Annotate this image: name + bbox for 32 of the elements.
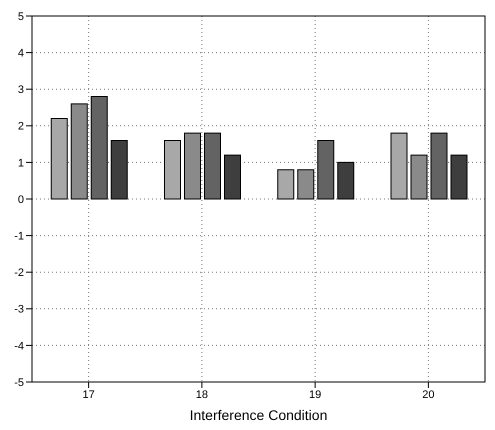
bar	[277, 169, 294, 200]
y-tick-label: -5	[14, 376, 24, 389]
bar	[390, 132, 408, 200]
bar	[164, 140, 182, 200]
y-tick-label: 3	[18, 84, 24, 96]
bar	[337, 162, 354, 200]
y-tick-label: 1	[18, 157, 24, 170]
bar	[90, 96, 108, 200]
x-tick-label: 19	[309, 388, 322, 401]
bar	[317, 140, 334, 200]
y-tick-label: 5	[18, 10, 24, 23]
bar	[450, 154, 468, 200]
bar	[224, 154, 242, 200]
bar	[184, 132, 202, 200]
bar	[204, 132, 222, 200]
y-tick-label: -3	[14, 304, 24, 316]
x-tick-label: 18	[196, 388, 208, 401]
bar	[410, 154, 428, 200]
bar	[50, 118, 68, 200]
bar	[297, 169, 314, 200]
x-tick-label: 20	[422, 388, 434, 401]
bar	[110, 140, 128, 200]
y-tick-label: 0	[18, 194, 24, 206]
y-tick-label: 4	[18, 48, 24, 60]
x-axis-title: Interference Condition	[190, 407, 328, 423]
y-tick-label: 2	[18, 120, 24, 133]
y-tick-label: -4	[14, 340, 24, 352]
bar	[70, 103, 88, 200]
x-tick-label: 17	[82, 388, 95, 401]
y-tick-label: -1	[14, 230, 24, 243]
bar	[430, 132, 448, 200]
y-tick-label: -2	[14, 267, 24, 280]
